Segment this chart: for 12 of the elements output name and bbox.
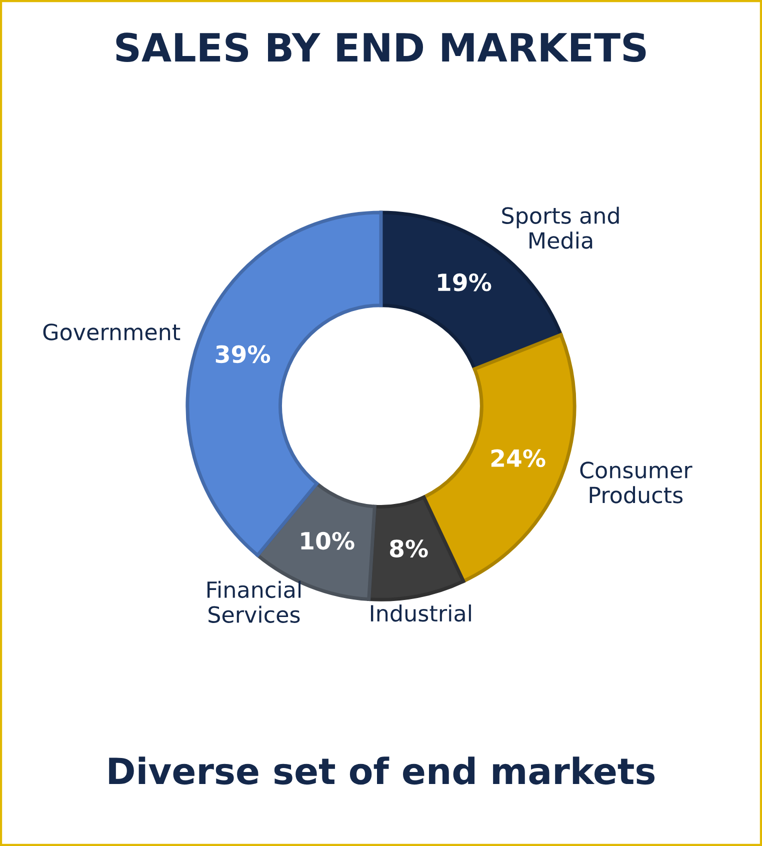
text: Diverse set of end markets: [109, 756, 654, 785]
slice-label: Industrial: [370, 604, 471, 622]
slice-label: Sports and Media: [502, 206, 619, 249]
chart-title: SALES BY END MARKETS: [116, 32, 646, 62]
slice-label: Financial Services: [207, 580, 301, 623]
data-label: 8%: [390, 540, 428, 558]
slice-label: Government: [43, 324, 180, 340]
data-label: 10%: [301, 532, 354, 550]
data-label: 24%: [491, 449, 546, 468]
data-label: 39%: [216, 345, 270, 364]
data-label: 19%: [438, 273, 492, 292]
slice-label: Consumer Products: [580, 462, 692, 504]
